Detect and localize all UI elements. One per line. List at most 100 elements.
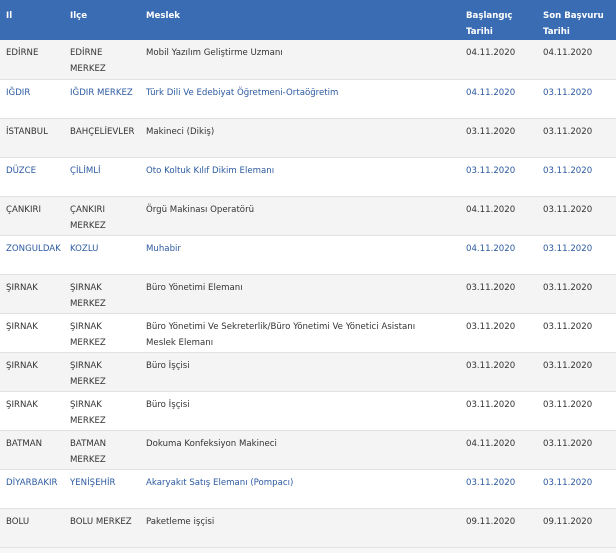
table-cell: Oto Koltuk Kılıf Dikim Elemanı — [140, 157, 460, 197]
table-cell: 04.11.2020 — [460, 235, 537, 275]
table-cell: Büro İşçisi — [140, 391, 460, 431]
table-cell: 04.11.2020 — [537, 40, 616, 80]
table-cell: 04.11.2020 — [460, 430, 537, 470]
table-cell: 03.11.2020 — [537, 157, 616, 197]
table-cell: Türk Dili Ve Edebiyat Öğretmeni-Ortaöğre… — [140, 79, 460, 119]
table-cell: BAHÇELİEVLER — [64, 118, 140, 158]
table-cell: EDİRNE MERKEZ — [64, 40, 140, 80]
table-cell: ÇANKIRI — [0, 196, 64, 236]
table-cell: Büro Yönetimi Elemanı — [140, 274, 460, 314]
table-cell: ZONGULDAK — [0, 235, 64, 275]
table-cell: 03.11.2020 — [460, 352, 537, 392]
table-cell: 09.11.2020 — [460, 508, 537, 548]
table-cell: İSTANBUL — [0, 118, 64, 158]
column-header: Il — [0, 0, 64, 40]
table-cell: ŞIRNAK MERKEZ — [64, 274, 140, 314]
table-cell: 03.11.2020 — [460, 391, 537, 431]
table-cell: 03.11.2020 — [537, 430, 616, 470]
table-cell: DÜZCE — [0, 157, 64, 197]
table-cell: 04.11.2020 — [460, 40, 537, 80]
cell-line: ŞIRNAK — [70, 321, 102, 332]
table-row[interactable]: ZONGULDAK KOZLU Muhabir 04.11.2020 03.11.202… — [0, 235, 616, 275]
cell-line: MERKEZ — [70, 337, 106, 348]
table-cell: Büro Yönetimi Ve Sekreterlik/Büro Yöneti… — [140, 313, 460, 353]
table-cell: 03.11.2020 — [460, 274, 537, 314]
table-row[interactable]: ŞIRNAK ŞIRNAK MERKEZ Büro İşçisi 03.11.2020 0… — [0, 391, 616, 431]
column-header: Meslek — [140, 0, 460, 40]
table-cell: 03.11.2020 — [460, 157, 537, 197]
table-cell: ÇİLİMLİ — [64, 157, 140, 197]
table-cell: Dokuma Konfeksiyon Makineci — [140, 430, 460, 470]
table-cell: 09.11.2020 — [537, 508, 616, 548]
table-cell: ŞIRNAK — [0, 352, 64, 392]
table-cell: ŞIRNAK MERKEZ — [64, 313, 140, 353]
table-row[interactable]: EDİRNE EDİRNE MERKEZ Mobil Yazılım Geliştir… — [0, 40, 616, 80]
table-cell: Paketleme işçisi — [140, 508, 460, 548]
cell-line: MERKEZ — [70, 298, 106, 309]
table-cell: Makineci (Dikiş) — [140, 118, 460, 158]
table-cell: 04.11.2020 — [460, 79, 537, 119]
table-cell: 04.11.2020 — [460, 196, 537, 236]
table-row[interactable]: ÇANKIRI ÇANKIRI MERKEZ Örgü Makinası Operat… — [0, 196, 616, 236]
column-header: Başlangıç Tarihi — [460, 0, 537, 40]
table-row[interactable]: ŞIRNAK ŞIRNAK MERKEZ Büro Yönetimi Ve Sekre… — [0, 313, 616, 353]
table-cell: 03.11.2020 — [460, 469, 537, 509]
table-row[interactable]: ŞIRNAK ŞIRNAK MERKEZ Büro Yönetimi Elemanı 0… — [0, 274, 616, 314]
cell-line: MERKEZ — [70, 220, 106, 231]
cell-line: Başlangıç — [466, 11, 513, 21]
table-cell: BOLU MERKEZ — [64, 508, 140, 548]
header-row: Il Ilçe Meslek Başlangıç Tarihi Son Başvuru Ta… — [0, 0, 616, 40]
table-cell: ŞIRNAK MERKEZ — [64, 352, 140, 392]
cell-line: MERKEZ — [70, 415, 106, 426]
table-cell: Mobil Yazılım Geliştirme Uzmanı — [140, 40, 460, 80]
table-row[interactable]: IĞDIR IĞDIR MERKEZ Türk Dili Ve Edebiyat Ö… — [0, 79, 616, 119]
table-cell: ŞIRNAK — [0, 274, 64, 314]
table-cell: IĞDIR — [0, 79, 64, 119]
table-row[interactable]: DÜZCE ÇİLİMLİ Oto Koltuk Kılıf Dikim Elema… — [0, 157, 616, 197]
table-cell: 03.11.2020 — [537, 196, 616, 236]
table-cell: 03.11.2020 — [537, 352, 616, 392]
column-header: Ilçe — [64, 0, 140, 40]
table-cell: ŞIRNAK MERKEZ — [64, 391, 140, 431]
cell-line: ŞIRNAK — [70, 360, 102, 371]
table-cell: IĞDIR MERKEZ — [64, 79, 140, 119]
table-cell: 03.11.2020 — [537, 469, 616, 509]
table-cell: ŞIRNAK — [0, 391, 64, 431]
table-cell: 03.11.2020 — [537, 274, 616, 314]
table-row[interactable]: ŞIRNAK ŞIRNAK MERKEZ Büro İşçisi 03.11.2020 0… — [0, 352, 616, 392]
table-cell: Akaryakıt Satış Elemanı (Pompacı) — [140, 469, 460, 509]
table-cell: BATMAN — [0, 430, 64, 470]
cell-line: EDİRNE — [70, 48, 103, 58]
cell-line: Son Başvuru — [543, 11, 604, 21]
cell-line: MERKEZ — [70, 376, 106, 387]
table-cell: Örgü Makinası Operatörü — [140, 196, 460, 236]
cell-line: ŞIRNAK — [70, 282, 102, 293]
cell-line: MERKEZ — [70, 454, 106, 465]
table-cell: 03.11.2020 — [537, 313, 616, 353]
table-cell: 03.11.2020 — [537, 118, 616, 158]
table-cell: 03.11.2020 — [537, 391, 616, 431]
table-cell: BOLU — [0, 508, 64, 548]
table-cell: ÇANKIRI MERKEZ — [64, 196, 140, 236]
table-cell: 03.11.2020 — [460, 118, 537, 158]
table-cell: BATMAN MERKEZ — [64, 430, 140, 470]
table-row[interactable]: DİYARBAKIR YENİŞEHİR Akaryakıt Satış Elema… — [0, 469, 616, 509]
table-cell: Muhabir — [140, 235, 460, 275]
cell-line: Büro Yönetimi Ve Sekreterlik/Büro Yöneti… — [146, 321, 416, 332]
table-row[interactable]: BOLU BOLU MERKEZ Paketleme işçisi 09.11.202… — [0, 508, 616, 548]
cell-line: Tarihi — [543, 27, 570, 37]
table-cell: 03.11.2020 — [537, 79, 616, 119]
table-cell: 03.11.2020 — [537, 235, 616, 275]
table-cell: EDİRNE — [0, 40, 64, 80]
table-cell: KOZLU — [64, 235, 140, 275]
table-row[interactable]: BATMAN BATMAN MERKEZ Dokuma Konfeksiyon Mak… — [0, 430, 616, 470]
cell-line: ŞIRNAK — [70, 399, 102, 410]
cell-line: Meslek Elemanı — [146, 337, 214, 348]
table-cell: Büro İşçisi — [140, 352, 460, 392]
table-cell: DİYARBAKIR — [0, 469, 64, 509]
table-row[interactable]: İSTANBUL BAHÇELİEVLER Makineci (Dikiş) 03.1… — [0, 118, 616, 158]
cell-line: ÇANKIRI — [70, 204, 105, 215]
table-cell: ŞIRNAK — [0, 313, 64, 353]
